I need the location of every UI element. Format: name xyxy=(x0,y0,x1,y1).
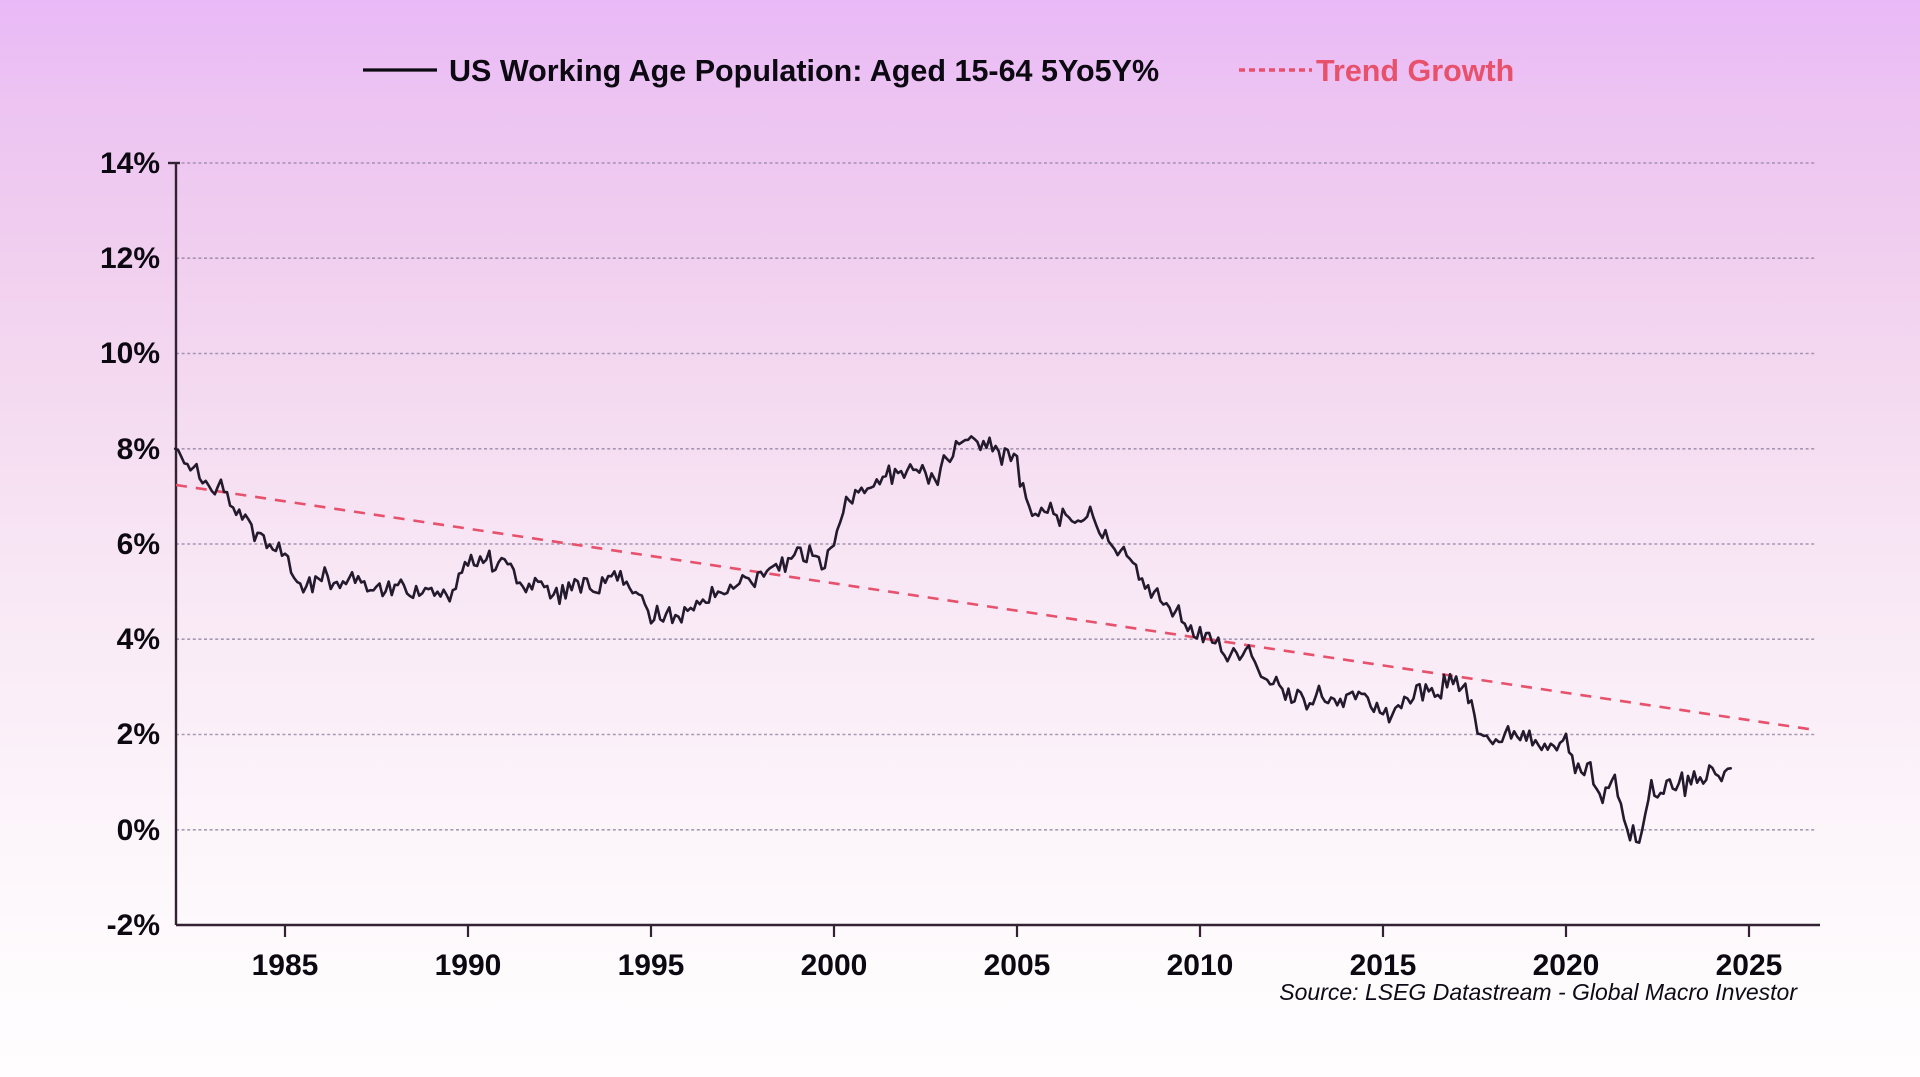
svg-text:8%: 8% xyxy=(117,433,160,466)
svg-text:2010: 2010 xyxy=(1167,949,1234,982)
svg-text:0%: 0% xyxy=(117,814,160,847)
svg-text:4%: 4% xyxy=(117,623,160,656)
svg-text:1985: 1985 xyxy=(252,949,319,982)
svg-text:2025: 2025 xyxy=(1716,949,1783,982)
svg-text:2005: 2005 xyxy=(984,949,1051,982)
svg-text:2%: 2% xyxy=(117,718,160,751)
svg-text:1995: 1995 xyxy=(618,949,685,982)
svg-text:Source: LSEG Datastream - Glob: Source: LSEG Datastream - Global Macro I… xyxy=(1279,979,1798,1005)
svg-text:Trend Growth: Trend Growth xyxy=(1316,54,1514,88)
svg-text:14%: 14% xyxy=(100,147,160,180)
svg-text:2015: 2015 xyxy=(1350,949,1417,982)
svg-text:10%: 10% xyxy=(100,337,160,370)
svg-text:12%: 12% xyxy=(100,242,160,275)
svg-text:-2%: -2% xyxy=(107,909,160,942)
svg-text:6%: 6% xyxy=(117,528,160,561)
svg-text:1990: 1990 xyxy=(435,949,502,982)
svg-text:US Working Age Population: Age: US Working Age Population: Aged 15-64 5Y… xyxy=(449,54,1159,88)
svg-text:2000: 2000 xyxy=(801,949,868,982)
svg-text:2020: 2020 xyxy=(1533,949,1600,982)
